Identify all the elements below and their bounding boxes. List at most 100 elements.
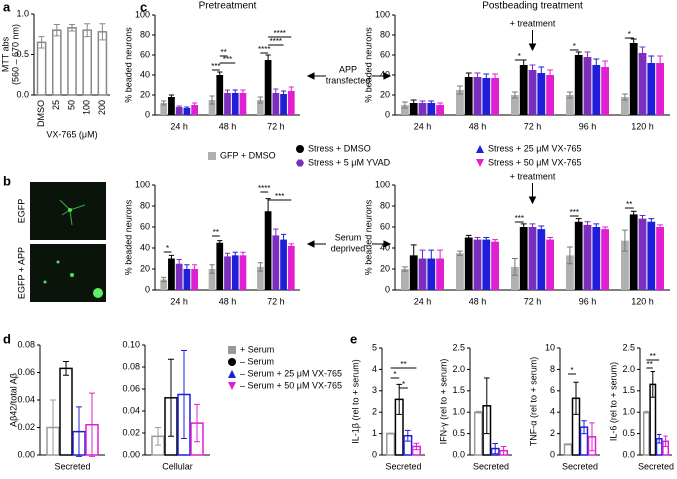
y-tick-label: 4	[550, 407, 555, 417]
error-bar	[593, 223, 600, 231]
bar	[566, 95, 574, 115]
y-tick-label: 100	[375, 179, 390, 189]
legend-label: – Serum + 25 μM VX-765	[240, 368, 342, 378]
bar	[638, 53, 647, 115]
bar	[583, 57, 592, 115]
bar	[418, 103, 427, 115]
legend-marker	[228, 358, 236, 366]
bar	[574, 55, 583, 115]
bar	[51, 29, 62, 96]
significance-label: ****	[258, 45, 270, 54]
bar	[427, 258, 436, 290]
error-bar	[181, 350, 187, 439]
bar	[257, 100, 264, 115]
y-tick-label: 20	[140, 263, 150, 273]
y-tick-label: 1.5	[452, 385, 465, 395]
legend-marker	[228, 370, 236, 378]
legend-marker	[296, 145, 304, 153]
error-bar	[492, 239, 499, 245]
legend-marker	[208, 152, 216, 160]
bar	[427, 103, 436, 115]
error-bar	[209, 95, 215, 105]
error-bar	[273, 88, 279, 98]
y-tick-label: 80	[380, 29, 390, 39]
bar	[401, 105, 409, 115]
error-bar	[76, 406, 82, 457]
image-label: EGFP	[16, 199, 26, 224]
significance-label: **	[646, 360, 652, 369]
error-bar	[500, 445, 507, 456]
y-tick-label: 0.00	[122, 449, 140, 459]
error-bar	[265, 198, 271, 225]
error-bar	[155, 427, 161, 446]
significance-label: *	[573, 42, 576, 51]
bar	[456, 253, 464, 290]
panel-label: b	[3, 173, 11, 188]
x-tick-label: 72 h	[524, 121, 542, 131]
annotation: + treatment	[510, 171, 556, 181]
error-bar	[639, 46, 646, 60]
error-bar	[89, 392, 95, 457]
y-axis-label: % beaded neurons	[123, 27, 133, 103]
x-tick-label: 200	[97, 100, 107, 115]
error-bar	[593, 58, 600, 72]
error-bar	[547, 237, 554, 243]
legend-marker	[228, 346, 236, 354]
figure-note: APP	[339, 64, 357, 74]
y-tick-label: 0.10	[122, 339, 140, 349]
x-tick-label: 96 h	[579, 296, 597, 306]
error-bar	[192, 102, 198, 108]
panel-label: d	[3, 331, 11, 346]
y-tick-label: 80	[380, 200, 390, 210]
panel-label: e	[350, 331, 357, 346]
bar	[629, 43, 638, 115]
y-tick-label: 6	[550, 385, 555, 395]
y-tick-label: 40	[140, 69, 150, 79]
y-tick-label: 0.5	[622, 428, 635, 438]
bar	[216, 75, 224, 115]
error-bar	[84, 23, 91, 38]
bar	[224, 256, 231, 290]
bar	[436, 258, 444, 290]
significance-label: ****	[273, 29, 285, 38]
bar	[621, 97, 629, 115]
significance-label: ***	[211, 62, 220, 71]
y-tick-label: 2.5	[622, 342, 635, 352]
error-bar	[38, 36, 45, 49]
error-bar	[224, 252, 231, 261]
error-bar	[217, 71, 223, 79]
significance-label: **	[626, 200, 632, 209]
bar	[272, 93, 280, 115]
error-bar	[232, 251, 238, 259]
bar	[563, 443, 573, 456]
error-bar	[465, 72, 472, 82]
x-tick-label: 24 h	[170, 296, 188, 306]
figure-note: transfected	[326, 75, 371, 85]
error-bar	[437, 249, 444, 268]
y-tick-label: 20	[140, 89, 150, 99]
y-tick-label: 60	[380, 49, 390, 59]
y-tick-label: 1.0	[16, 8, 29, 18]
y-axis-label: MTT abs	[0, 36, 10, 72]
significance-label: **	[213, 228, 219, 237]
legend-label: Stress + 50 μM VX-765	[488, 157, 581, 167]
error-bar	[630, 38, 637, 48]
legend-marker	[296, 159, 304, 167]
x-tick-label: Cellular	[162, 461, 193, 471]
bar	[592, 65, 601, 115]
x-tick-label: 48 h	[469, 121, 487, 131]
error-bar	[575, 51, 582, 59]
significance-label: ****	[258, 184, 270, 193]
significance-label: ***	[570, 208, 579, 217]
bar	[82, 29, 93, 96]
y-axis-label: IL-1β (rel to + serum)	[350, 359, 360, 443]
bar	[191, 105, 198, 115]
y-tick-label: 60	[140, 221, 150, 231]
legend-marker	[476, 159, 484, 167]
error-bar	[161, 276, 167, 283]
x-tick-label: 72 h	[267, 121, 285, 131]
y-tick-label: 10	[545, 342, 555, 352]
y-tick-label: 1.5	[622, 385, 635, 395]
x-tick-label: 24 h	[170, 121, 188, 131]
annotation: + treatment	[510, 18, 556, 28]
